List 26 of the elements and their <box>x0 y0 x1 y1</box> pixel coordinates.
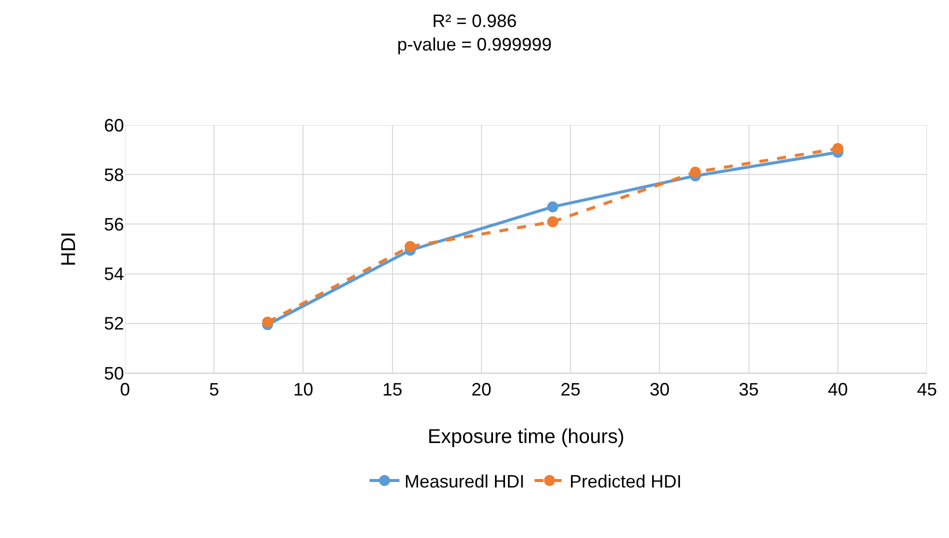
y-axis-title: HDI <box>58 232 80 266</box>
point <box>547 201 558 212</box>
x-tick-label: 15 <box>382 380 402 400</box>
chart-title: R² = 0.986 <box>432 10 517 31</box>
legend-label: Predicted HDI <box>570 472 682 492</box>
point <box>690 166 701 178</box>
x-tick-label: 25 <box>560 380 581 400</box>
point <box>832 143 844 154</box>
chart-subtitle: p-value = 0.999999 <box>397 34 552 54</box>
x-tick-label: 30 <box>650 380 670 400</box>
y-tick-label: 54 <box>104 264 124 284</box>
point <box>262 316 274 328</box>
legend-label: Measuredl HDI <box>404 472 525 492</box>
x-tick-label: 40 <box>828 380 848 400</box>
x-tick-label: 5 <box>209 380 220 400</box>
x-tick-label: 45 <box>916 380 938 400</box>
x-axis-title: Exposure time (hours) <box>428 426 624 448</box>
point <box>547 216 558 228</box>
y-tick-label: 58 <box>104 164 124 185</box>
x-tick-label: 35 <box>738 380 759 400</box>
x-tick-label: 10 <box>293 380 314 400</box>
y-tick-label: 56 <box>104 214 124 234</box>
x-tick-label: 20 <box>471 380 492 400</box>
point <box>404 241 416 252</box>
y-tick-label: 60 <box>104 115 124 136</box>
y-tick-label: 52 <box>104 314 124 334</box>
